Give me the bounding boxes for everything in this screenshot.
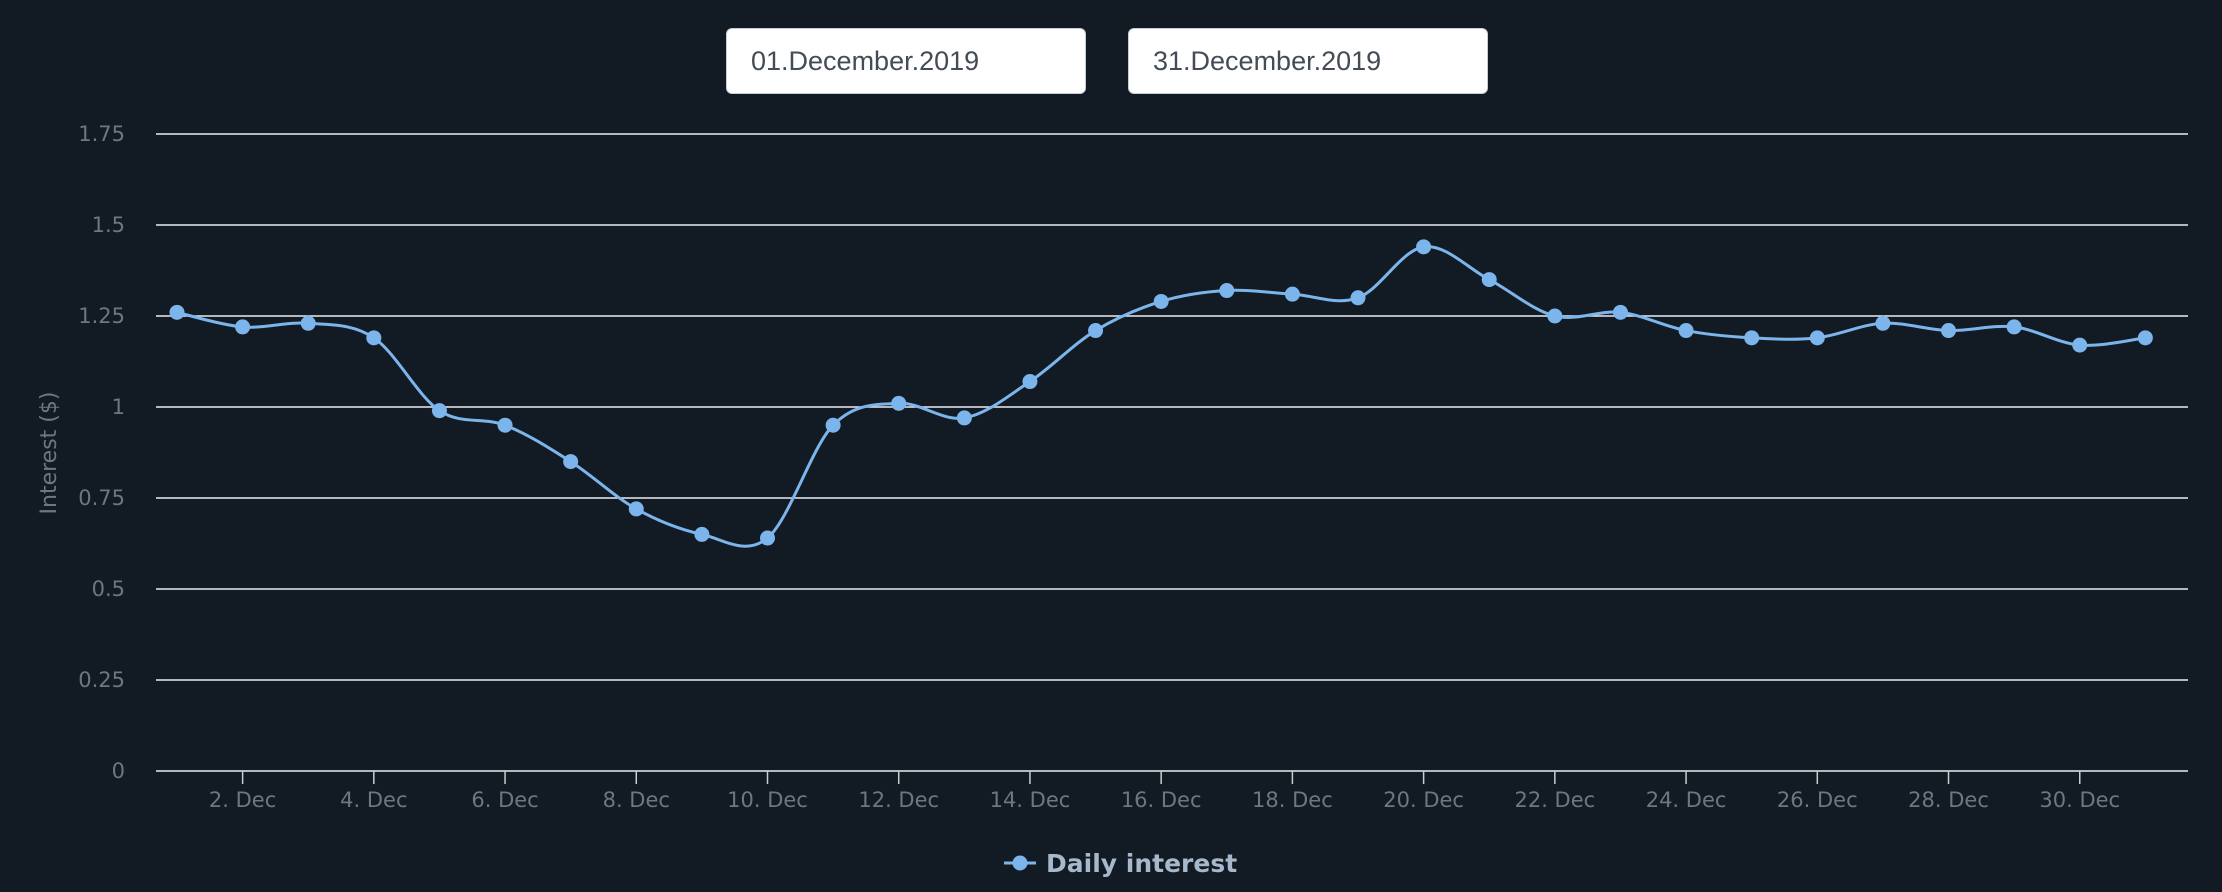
y-axis-ticks: 0 0.25 0.5 0.75 1 1.25 1.5 1.75 [78,122,125,783]
x-tick-label: 24. Dec [1646,788,1727,812]
grid-lines [156,133,2188,772]
end-date-input[interactable] [1128,28,1488,94]
x-tick-label: 28. Dec [1908,788,1989,812]
legend-marker-icon [1012,855,1028,871]
legend-label: Daily interest [1046,849,1237,878]
data-point[interactable] [1678,323,1694,339]
legend[interactable]: Daily interest [1004,849,1237,878]
data-point[interactable] [1219,283,1235,299]
data-point[interactable] [563,454,579,470]
y-tick-label: 1 [112,395,125,419]
x-tick-label: 14. Dec [990,788,1071,812]
x-tick-label: 12. Dec [858,788,939,812]
x-tick-label: 18. Dec [1252,788,1333,812]
data-point[interactable] [2006,319,2022,335]
data-point[interactable] [2072,337,2088,353]
data-point[interactable] [235,319,251,335]
x-tick-label: 10. Dec [727,788,808,812]
y-tick-label: 0.25 [78,668,125,692]
data-point[interactable] [1350,290,1366,306]
data-point[interactable] [1416,239,1432,255]
data-point[interactable] [1744,330,1760,346]
data-point[interactable] [1153,293,1169,309]
x-tick-label: 20. Dec [1383,788,1464,812]
data-point[interactable] [431,403,447,419]
series-line [176,245,2146,548]
y-tick-label: 0.75 [78,486,125,510]
data-point[interactable] [1941,323,1957,339]
y-tick-label: 1.25 [78,304,125,328]
x-axis-ticks: 2. Dec 4. Dec 6. Dec 8. Dec 10. Dec 12. Dec 14… [209,771,2120,812]
series-daily-interest [169,239,2153,548]
data-point[interactable] [1547,308,1563,324]
y-tick-label: 1.5 [92,213,125,237]
data-point[interactable] [1612,304,1628,320]
data-point[interactable] [1022,374,1038,390]
data-point[interactable] [366,330,382,346]
y-tick-label: 1.75 [78,122,125,146]
y-tick-label: 0.5 [92,577,125,601]
x-tick-label: 2. Dec [209,788,276,812]
data-point[interactable] [694,526,710,542]
data-point[interactable] [1481,272,1497,288]
data-point[interactable] [497,417,513,433]
data-point[interactable] [2137,330,2153,346]
data-point[interactable] [1284,286,1300,302]
data-point[interactable] [956,410,972,426]
x-tick-label: 30. Dec [2039,788,2120,812]
data-point[interactable] [1809,330,1825,346]
y-tick-label: 0 [112,759,125,783]
start-date-input[interactable] [726,28,1086,94]
x-tick-label: 26. Dec [1777,788,1858,812]
data-point[interactable] [825,417,841,433]
y-axis-title: Interest ($) [37,392,62,515]
data-point[interactable] [628,501,644,517]
data-point[interactable] [300,315,316,331]
data-point[interactable] [760,530,776,546]
x-tick-label: 16. Dec [1121,788,1202,812]
x-tick-label: 4. Dec [340,788,407,812]
data-point[interactable] [169,304,185,320]
data-point[interactable] [891,395,907,411]
data-point[interactable] [1088,323,1104,339]
data-point[interactable] [1875,315,1891,331]
x-tick-label: 6. Dec [471,788,538,812]
x-tick-label: 8. Dec [603,788,670,812]
x-tick-label: 22. Dec [1514,788,1595,812]
